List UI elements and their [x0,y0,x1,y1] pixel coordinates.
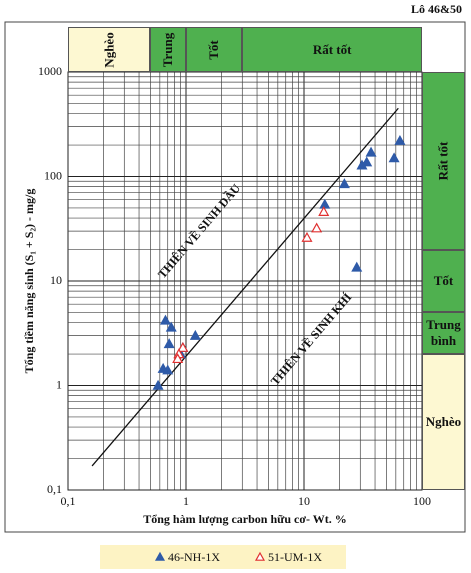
band: Trung bình [422,312,465,355]
legend-label: 51-UM-1X [268,550,322,564]
x-tick-label: 0,1 [61,494,76,508]
band-label: Nghèo [101,31,117,68]
data-point [165,321,177,332]
y-tick-label: 0,1 [47,482,62,496]
band-label: Tốt [433,272,454,288]
data-point [318,206,330,216]
reference-line [91,107,399,467]
band: Trung [150,27,186,72]
y-tick-label: 100 [44,168,62,182]
data-point [162,364,174,375]
data-point [394,134,406,145]
x-axis-label: Tổng hàm lượng carbon hữu cơ- Wt. % [143,512,347,526]
data-point [338,178,350,189]
data-point [351,261,363,272]
band-label: Tốt [206,39,222,60]
x-tick-label: 10 [298,494,310,508]
legend-label: 46-NH-1X [168,550,220,564]
data-point [152,379,164,390]
band-label: Trung bình [426,317,461,349]
band: Nghèo [422,354,465,490]
data-point [365,146,377,157]
band-label: Rất tốt [435,141,451,181]
y-tick-label: 10 [50,273,62,287]
data-point [361,156,373,167]
y-tick-label: 1 [56,377,62,391]
data-point [163,338,175,349]
data-point [159,314,171,325]
frame [4,21,466,533]
legend-marker [254,551,266,561]
band: Tốt [422,249,465,313]
y-axis-label: Tổng tiềm năng sinh (S₁ + S₂) - mg/g [22,189,36,374]
data-point [301,231,313,242]
data-point [356,159,368,170]
legend-marker [154,551,166,561]
legend [100,545,346,569]
chart-title: Lô 46&50 [411,2,462,16]
x-tick-label: 100 [413,494,431,508]
band: Nghèo [68,27,151,72]
band-label: Rất tốt [312,41,352,57]
band: Rất tốt [242,27,422,72]
x-tick-label: 1 [183,494,189,508]
y-tick-label: 1000 [38,64,62,78]
band: Rất tốt [422,72,465,250]
data-point [189,329,201,340]
data-point [177,341,189,352]
band-label: Trung [160,32,176,67]
band-label: Nghèo [425,414,462,429]
data-point [388,152,400,163]
data-point [172,353,184,364]
band: Tốt [186,27,243,72]
data-point [311,222,323,233]
